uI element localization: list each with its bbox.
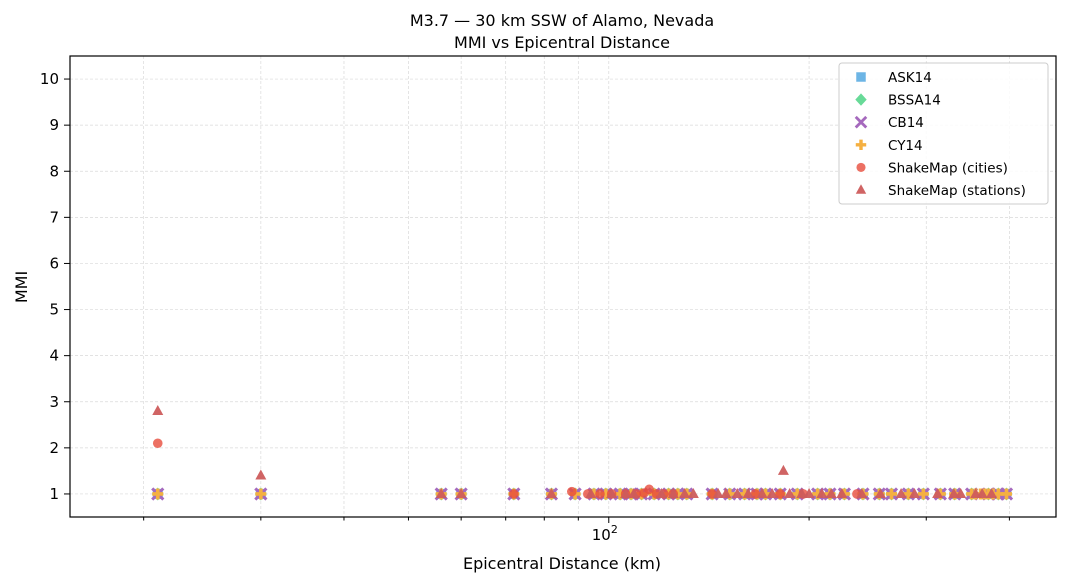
legend-label: ShakeMap (stations) bbox=[888, 183, 1026, 199]
legend-marker bbox=[855, 93, 867, 106]
data-point bbox=[667, 487, 679, 498]
data-point bbox=[885, 488, 897, 500]
data-point bbox=[976, 487, 988, 498]
legend-marker bbox=[855, 139, 867, 151]
data-point bbox=[816, 487, 828, 498]
y-tick-label: 4 bbox=[49, 347, 59, 365]
data-point bbox=[1000, 488, 1012, 500]
legend-box bbox=[838, 62, 1049, 205]
chart-title: M3.7 — 30 km SSW of Alamo, Nevada bbox=[410, 11, 714, 30]
data-point bbox=[825, 487, 837, 498]
legend-label: ShakeMap (cities) bbox=[888, 160, 1008, 176]
legend: ASK14 BSSA14 CB14 CY14 ShakeMap (cities) Shak… bbox=[838, 62, 1049, 205]
legend-marker bbox=[855, 184, 867, 194]
legend-marker bbox=[856, 72, 866, 82]
y-tick-label: 6 bbox=[49, 254, 59, 272]
legend-label: ASK14 bbox=[888, 70, 932, 86]
legend-label: CY14 bbox=[888, 138, 923, 154]
plot-frame bbox=[69, 55, 1057, 518]
y-tick-label: 7 bbox=[49, 208, 59, 226]
data-point bbox=[545, 487, 557, 498]
x-axis-label: Epicentral Distance (km) bbox=[463, 554, 661, 573]
data-point bbox=[435, 487, 447, 498]
data-point bbox=[712, 487, 724, 498]
data-point bbox=[152, 404, 164, 415]
y-axis-label: MMI bbox=[12, 271, 31, 303]
data-point bbox=[775, 489, 786, 499]
data-point bbox=[687, 487, 699, 498]
data-point bbox=[644, 484, 654, 495]
data-points bbox=[151, 404, 1014, 501]
legend-marker bbox=[856, 162, 866, 172]
data-point bbox=[567, 486, 577, 497]
data-point bbox=[255, 469, 267, 480]
data-point bbox=[917, 488, 929, 500]
y-tick-label: 5 bbox=[49, 301, 59, 319]
data-point bbox=[742, 487, 754, 498]
data-point bbox=[856, 487, 868, 498]
data-point bbox=[932, 487, 944, 498]
axis-ticks: 102 1 2 3 4 5 6 7 8 9 10 bbox=[40, 70, 1010, 544]
data-point bbox=[908, 487, 920, 498]
data-point bbox=[756, 487, 768, 498]
data-point bbox=[152, 438, 163, 449]
legend-marker bbox=[854, 115, 868, 129]
data-point bbox=[655, 487, 667, 498]
data-point bbox=[720, 487, 732, 498]
data-point bbox=[606, 487, 618, 498]
y-tick-label: 10 bbox=[40, 70, 59, 88]
x-tick-label: 102 bbox=[592, 523, 618, 544]
data-point bbox=[509, 489, 519, 499]
data-point bbox=[152, 488, 164, 500]
data-point bbox=[679, 487, 691, 498]
y-tick-label: 8 bbox=[49, 162, 59, 180]
data-point bbox=[948, 487, 960, 498]
data-point bbox=[766, 487, 778, 498]
y-tick-label: 2 bbox=[49, 439, 59, 457]
y-tick-label: 1 bbox=[49, 485, 59, 503]
legend-label: BSSA14 bbox=[888, 93, 941, 109]
data-point bbox=[620, 487, 632, 498]
data-point bbox=[585, 487, 597, 498]
data-point bbox=[836, 487, 848, 498]
data-point bbox=[796, 487, 808, 498]
series-shakemap-stations bbox=[152, 404, 998, 498]
data-point bbox=[955, 487, 967, 498]
data-point bbox=[731, 487, 743, 498]
data-point bbox=[803, 487, 815, 498]
data-point bbox=[595, 489, 605, 499]
legend-label: CB14 bbox=[888, 115, 924, 131]
data-point bbox=[986, 487, 998, 498]
y-tick-label: 9 bbox=[49, 116, 59, 134]
data-point bbox=[628, 487, 640, 498]
data-point bbox=[777, 464, 789, 475]
data-point bbox=[255, 488, 267, 500]
data-point bbox=[784, 487, 796, 498]
chart-subtitle: MMI vs Epicentral Distance bbox=[454, 33, 670, 52]
data-point bbox=[895, 487, 907, 498]
data-point bbox=[874, 487, 886, 498]
data-point bbox=[455, 487, 467, 498]
y-tick-label: 3 bbox=[49, 393, 59, 411]
